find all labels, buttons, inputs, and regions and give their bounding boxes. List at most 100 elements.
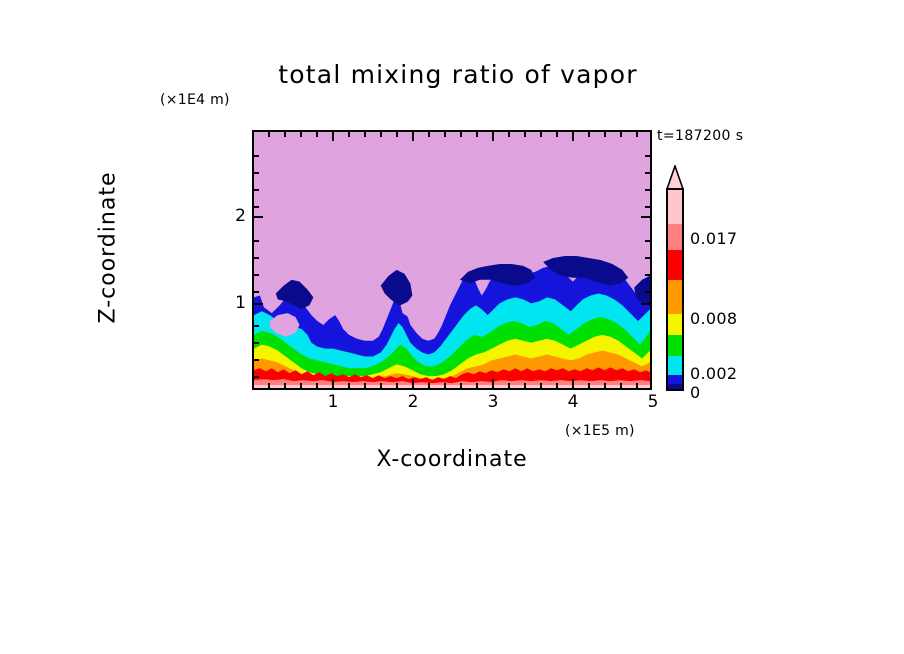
x-minor-tick: [284, 383, 286, 388]
x-minor-tick: [428, 383, 430, 388]
colorbar-band: [668, 190, 682, 224]
y-minor-tick: [254, 155, 259, 157]
x-minor-tick: [268, 132, 270, 137]
x-minor-tick: [476, 383, 478, 388]
x-minor-tick: [556, 132, 558, 137]
x-minor-tick: [524, 132, 526, 137]
x-minor-tick: [284, 132, 286, 137]
x-minor-tick: [316, 383, 318, 388]
x-minor-tick: [396, 132, 398, 137]
y-minor-tick: [254, 376, 259, 378]
y-minor-tick: [254, 257, 259, 259]
x-minor-tick: [300, 383, 302, 388]
plot-area: [252, 130, 652, 390]
y-minor-tick: [645, 291, 650, 293]
y-minor-tick: [254, 359, 259, 361]
x-minor-tick: [444, 383, 446, 388]
y-major-tick: [641, 303, 650, 305]
x-axis-unit-label: (×1E5 m): [565, 423, 635, 439]
x-minor-tick: [636, 383, 638, 388]
x-minor-tick: [540, 132, 542, 137]
colorbar-band: [668, 384, 682, 389]
x-minor-tick: [460, 383, 462, 388]
colorbar-arrow-cap: [666, 165, 684, 190]
x-minor-tick: [428, 132, 430, 137]
x-minor-tick: [380, 383, 382, 388]
colorbar: [666, 188, 684, 391]
colorbar-band: [668, 335, 682, 356]
y-minor-tick: [645, 189, 650, 191]
colorbar-band: [668, 375, 682, 384]
x-tick-label-1: 1: [327, 392, 339, 412]
x-major-tick: [332, 132, 334, 141]
x-minor-tick: [524, 383, 526, 388]
y-minor-tick: [645, 155, 650, 157]
x-minor-tick: [300, 132, 302, 137]
y-minor-tick: [254, 342, 259, 344]
colorbar-band: [668, 224, 682, 250]
x-minor-tick: [620, 383, 622, 388]
y-major-tick: [254, 303, 263, 305]
x-major-tick: [492, 132, 494, 141]
y-tick-label-1: 2: [235, 206, 246, 226]
colorbar-label-0008: 0.008: [690, 309, 738, 328]
x-minor-tick: [348, 383, 350, 388]
x-minor-tick: [508, 132, 510, 137]
y-minor-tick: [254, 172, 259, 174]
x-major-tick: [332, 379, 334, 388]
y-axis-title: Z-coordinate: [95, 171, 121, 324]
x-minor-tick: [396, 383, 398, 388]
y-minor-tick: [645, 274, 650, 276]
y-minor-tick: [254, 291, 259, 293]
page-title: total mixing ratio of vapor: [278, 60, 638, 89]
y-axis-unit-label: (×1E4 m): [160, 92, 230, 108]
y-minor-tick: [645, 206, 650, 208]
time-annotation: t=187200 s: [657, 128, 744, 144]
colorbar-band: [668, 356, 682, 375]
y-tick-label-2: 1: [235, 293, 246, 313]
y-minor-tick: [254, 240, 259, 242]
x-tick-label-2: 2: [407, 392, 419, 412]
x-axis-title: X-coordinate: [376, 447, 528, 472]
contour-field: [254, 132, 650, 388]
x-major-tick: [572, 379, 574, 388]
y-minor-tick: [645, 172, 650, 174]
x-minor-tick: [268, 383, 270, 388]
y-minor-tick: [254, 206, 259, 208]
x-minor-tick: [444, 132, 446, 137]
x-minor-tick: [380, 132, 382, 137]
colorbar-band: [668, 389, 682, 391]
x-minor-tick: [364, 383, 366, 388]
x-minor-tick: [364, 132, 366, 137]
colorbar-band: [668, 314, 682, 335]
x-major-tick: [412, 379, 414, 388]
x-minor-tick: [620, 132, 622, 137]
colorbar-label-0: 0: [690, 383, 701, 402]
x-minor-tick: [476, 132, 478, 137]
x-tick-label-3: 3: [487, 392, 499, 412]
x-minor-tick: [556, 383, 558, 388]
x-major-tick: [572, 132, 574, 141]
x-minor-tick: [588, 132, 590, 137]
x-minor-tick: [508, 383, 510, 388]
colorbar-label-0017: 0.017: [690, 229, 738, 248]
x-minor-tick: [316, 132, 318, 137]
x-minor-tick: [540, 383, 542, 388]
x-minor-tick: [604, 383, 606, 388]
colorbar-band: [668, 280, 682, 314]
x-major-tick: [492, 379, 494, 388]
x-minor-tick: [636, 132, 638, 137]
x-minor-tick: [348, 132, 350, 137]
x-tick-label-4: 4: [567, 392, 579, 412]
y-minor-tick: [254, 274, 259, 276]
x-major-tick: [412, 132, 414, 141]
y-major-tick: [254, 216, 263, 218]
x-minor-tick: [460, 132, 462, 137]
colorbar-label-0002: 0.002: [690, 364, 738, 383]
y-minor-tick: [254, 325, 259, 327]
x-tick-label-5: 5: [647, 392, 659, 412]
y-minor-tick: [254, 189, 259, 191]
colorbar-band: [668, 250, 682, 280]
x-minor-tick: [588, 383, 590, 388]
